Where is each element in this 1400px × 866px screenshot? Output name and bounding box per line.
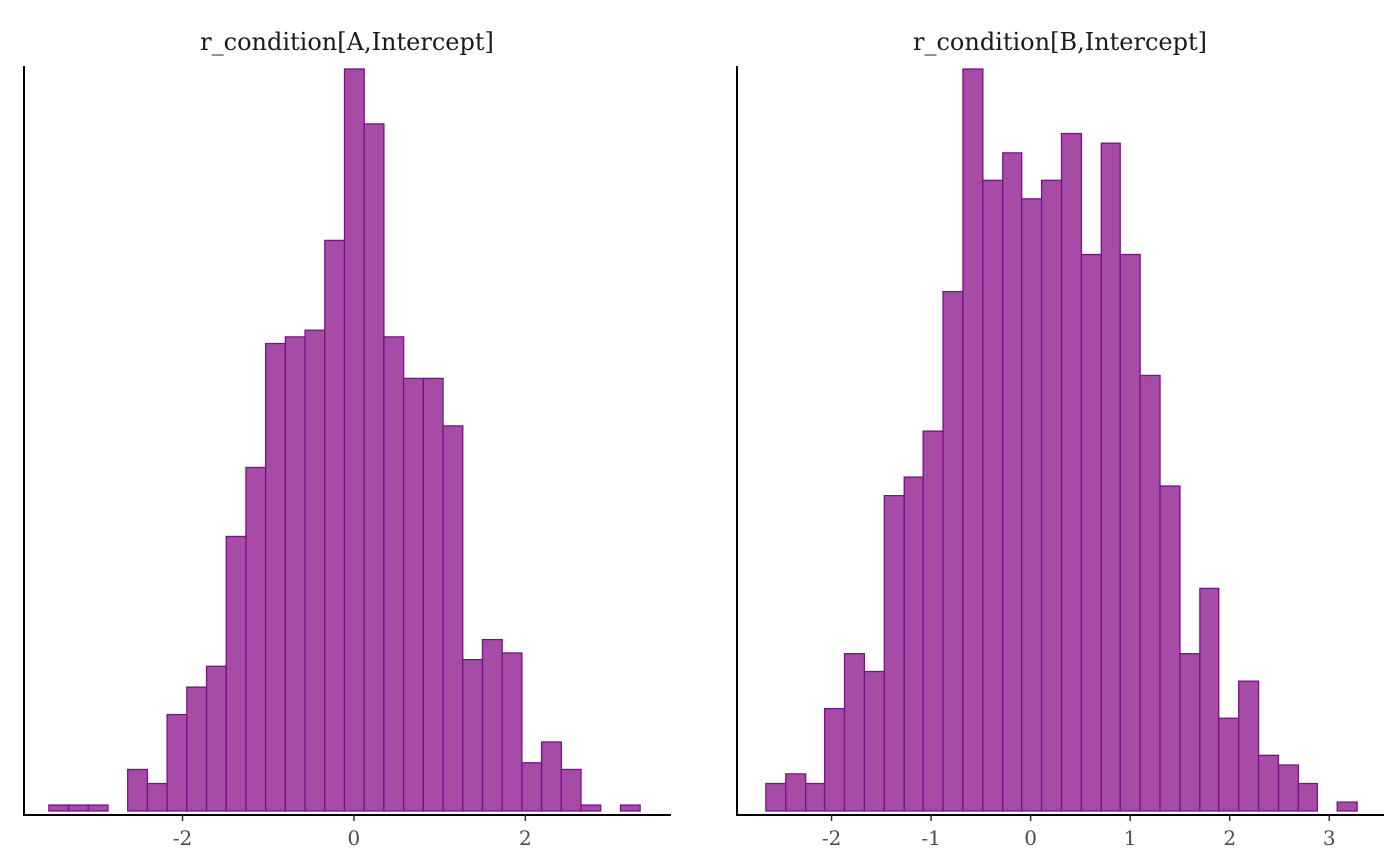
panel-a-bar-27 [580, 804, 602, 812]
panel-a-bar-25 [540, 741, 562, 812]
panel-a-x-tick-label-1: 0 [348, 826, 361, 850]
panel-b-x-tick-label-2: 0 [1024, 826, 1037, 850]
panel-a-title: r_condition[A,Intercept] [200, 28, 494, 56]
panel-a-x-tick-label-2: 2 [519, 826, 532, 850]
panel-b-bars [765, 68, 1358, 812]
panel-b-title: r_condition[B,Intercept] [913, 28, 1207, 56]
panel-a-bar-10 [245, 466, 267, 812]
panel-b: r_condition[B,Intercept] -2 -1 0 1 2 3 [736, 28, 1384, 850]
panel-a-bar-18 [402, 377, 424, 812]
panel-a-bar-2 [87, 804, 109, 812]
panel-b-bar-11 [982, 179, 1004, 812]
panel-b-bar-23 [1218, 717, 1240, 812]
panel-b-bar-21 [1179, 653, 1201, 812]
panel-a-bars [48, 68, 641, 812]
panel-b-bar-27 [1297, 782, 1318, 812]
panel-b-bar-26 [1277, 764, 1300, 812]
panel-a-bar-0 [48, 804, 70, 812]
panel-a: r_condition[A,Intercept] -2 0 2 [23, 28, 671, 850]
panel-b-x-tick-label-4: 2 [1223, 826, 1236, 850]
panel-a-x-tick-label-0: -2 [173, 826, 192, 850]
panel-a-bar-7 [186, 686, 208, 812]
panel-b-bar-12 [1002, 152, 1023, 812]
panel-b-x-ticks: -2 -1 0 1 2 3 [822, 815, 1336, 850]
panel-b-x-tick-label-1: -1 [921, 826, 940, 850]
panel-b-bar-24 [1238, 680, 1260, 812]
panel-a-bar-14 [324, 239, 346, 812]
panel-b-bar-25 [1257, 754, 1280, 812]
panel-a-x-ticks: -2 0 2 [173, 815, 532, 850]
panel-b-bar-3 [823, 707, 846, 812]
panel-a-bar-29 [619, 804, 641, 812]
panel-b-bar-15 [1060, 132, 1083, 812]
panel-b-bar-14 [1040, 179, 1063, 812]
panel-a-bar-5 [146, 782, 168, 812]
panel-a-bar-16 [363, 123, 385, 812]
panel-a-bar-4 [127, 768, 149, 812]
panel-b-bar-17 [1100, 142, 1121, 812]
panel-a-bar-1 [67, 804, 89, 812]
panel-b-bar-22 [1199, 587, 1220, 812]
panel-b-bar-6 [883, 494, 905, 812]
panel-a-bar-22 [481, 638, 503, 812]
panel-b-bar-0 [765, 782, 787, 812]
panel-b-bar-29 [1336, 801, 1358, 812]
panel-b-x-tick-label-3: 1 [1124, 826, 1137, 850]
panel-a-bar-21 [462, 658, 484, 812]
panel-a-bar-19 [422, 377, 444, 812]
panel-a-bar-13 [304, 329, 326, 812]
panel-a-bar-9 [225, 535, 247, 812]
panel-a-bar-15 [343, 68, 365, 812]
panel-a-bar-12 [284, 336, 306, 812]
panel-a-bar-20 [442, 425, 464, 812]
panel-b-x-tick-label-5: 3 [1323, 826, 1336, 850]
panel-b-bar-9 [942, 290, 964, 812]
panel-a-bar-8 [205, 665, 227, 812]
panel-b-bar-10 [962, 68, 984, 812]
panel-a-bar-17 [383, 336, 405, 812]
panel-b-bar-1 [785, 773, 807, 812]
panel-a-bar-23 [501, 652, 523, 812]
panel-b-x-tick-label-0: -2 [822, 826, 841, 850]
panel-a-bar-26 [560, 768, 582, 812]
panel-b-bar-19 [1139, 374, 1161, 812]
panel-b-bar-2 [805, 782, 826, 812]
panel-a-bar-6 [166, 713, 188, 812]
panel-b-bar-18 [1119, 253, 1141, 812]
panel-b-bar-8 [922, 430, 944, 812]
panel-a-bar-11 [265, 342, 287, 812]
panel-b-bar-16 [1080, 253, 1102, 812]
panel-b-bar-20 [1159, 485, 1181, 812]
panel-a-bar-24 [521, 762, 543, 812]
panel-b-bar-4 [843, 653, 866, 812]
panel-b-bar-7 [903, 476, 924, 812]
panel-b-bar-5 [863, 670, 885, 812]
panel-b-bar-13 [1021, 198, 1043, 812]
